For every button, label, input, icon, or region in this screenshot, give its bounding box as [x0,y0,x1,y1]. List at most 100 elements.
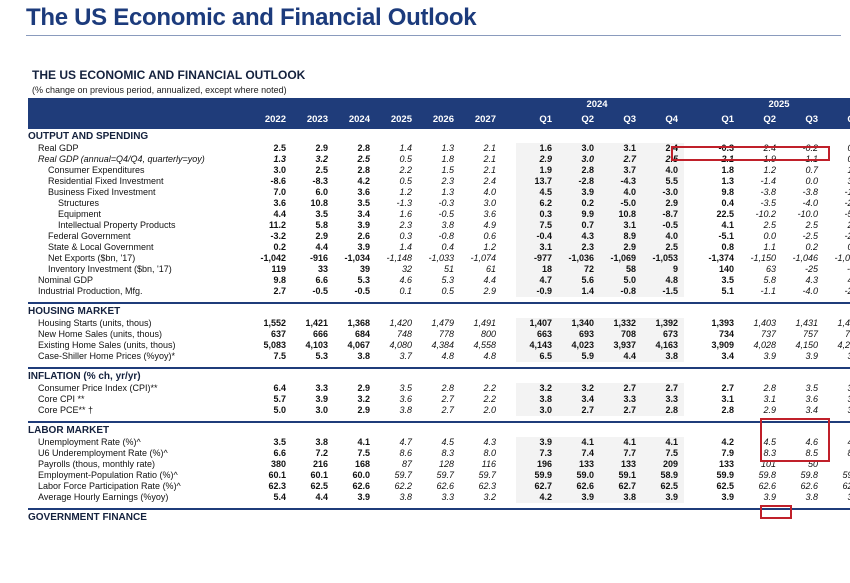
q2024-value: 1.6 [516,143,558,154]
annual-value: 2.3 [399,220,412,230]
q2024-value: 2.7 [558,405,600,416]
q2025-value: 1.2 [763,165,777,175]
annual-value: 62.6 [352,481,370,491]
q2024-value: -2.8 [558,176,600,187]
column-header: Q1 [698,111,741,128]
q2024-value: 62.6 [558,481,600,492]
gap-cell [502,275,516,286]
annual-value: 2.7 [273,286,286,296]
q2024-value: 4.1 [642,437,685,448]
annual-value: 9.8 [273,275,286,285]
q2025-value: 7.9 [721,448,735,458]
q2025-value: 763 [845,329,850,339]
header-spacer [28,111,250,128]
annual-value: 2.7 [441,394,454,404]
q2024-value: 62.7 [516,481,558,492]
annual-value: 60.0 [352,470,370,480]
annual-value: 684 [354,329,370,339]
annual-value: 2.5 [315,165,328,175]
annual-value: 3.6 [357,187,370,197]
annual-value: 7.0 [273,187,286,197]
table-row: Structures 3.6 10.8 3.5 -1.3 -0.3 3.0 6.2 0.2 -5.… [28,198,850,209]
q2024-value: 4,163 [642,340,685,351]
q2025-value: 59.8 [800,470,819,480]
annual-value: 5.4 [273,492,286,502]
q2024-value: 4,143 [516,340,558,351]
gap-cell [502,264,516,275]
q2024-value: -1,069 [600,253,642,264]
column-header: Q2 [558,111,600,128]
annual-value: 1,491 [473,318,496,328]
annual-value: 4,384 [431,340,454,350]
gap-cell [502,209,516,220]
annual-value: 0.2 [273,242,286,252]
q2025-value: 22.5 [716,209,735,219]
header-group-2025: 2025 [698,98,850,111]
annual-value: 2.6 [357,231,370,241]
q2025-value: 62.6 [842,481,850,491]
q2025-value: -2.5 [844,231,850,241]
annual-value: -3.2 [270,231,286,241]
q2024-value: -977 [516,253,558,264]
gap-cell [684,383,699,394]
q2024-value: 8.9 [600,231,642,242]
table-row: State & Local Government 0.2 4.4 3.9 1.4 0.4 1… [28,242,850,253]
row-label: Industrial Production, Mfg. [38,286,143,296]
section-title: GOVERNMENT FINANCE [28,508,850,524]
annual-value: 3.6 [483,209,496,219]
header-spacer [684,111,699,128]
gap-cell [684,481,699,492]
q2025-value: 2.5 [824,220,850,231]
header-spacer [250,98,292,111]
annual-value: 62.3 [268,481,286,491]
section-title: HOUSING MARKET [28,302,850,318]
header-spacer [376,98,418,111]
q2025-value: -1.3 [844,187,850,197]
annual-value: 59.7 [478,470,496,480]
header-spacer [684,98,699,111]
q2024-value: 3,937 [600,340,642,351]
column-header: Q2 [740,111,783,128]
annual-value: 62.3 [478,481,496,491]
annual-value: 2.9 [357,405,370,415]
q2024-value: 2.9 [600,242,642,253]
annual-value: 7.5 [357,448,370,458]
q2025-value: 737 [760,329,777,339]
row-label: Unemployment Rate (%)^ [38,437,141,447]
column-header: Q4 [824,111,850,128]
q2025-value: 734 [718,329,735,339]
header-group-2024: 2024 [516,98,685,111]
q2024-value: 2.7 [642,383,685,394]
q2025-value: 2.5 [763,220,777,230]
annual-value: 2.8 [357,143,370,153]
q2025-value: -2.0 [844,286,850,296]
page-title: The US Economic and Financial Outlook [26,4,477,31]
q2025-value: 1.0 [824,165,850,176]
q2024-value: 2.9 [516,154,558,165]
annual-value: 3.8 [399,492,412,502]
q2024-value: 18 [516,264,558,275]
section-header: OUTPUT AND SPENDING [28,127,850,143]
row-label: Employment-Population Ratio (%)^ [38,470,178,480]
q2024-value: 6.5 [516,351,558,362]
q2025-value: 5.1 [721,286,735,296]
annual-value: 1.2 [399,187,412,197]
q2024-value: 4.0 [642,165,685,176]
q2025-value: 1.1 [763,242,777,252]
q2025-value: 62.6 [800,481,819,491]
q2024-value: 3.9 [516,437,558,448]
annual-value: 5.7 [273,394,286,404]
q2024-value: -1.5 [642,286,685,297]
annual-value: 4.4 [315,242,328,252]
q2025-value: -3.8 [760,187,777,197]
q2025-value: 3.9 [721,492,735,502]
q2024-value: 3.8 [516,394,558,405]
q2025-value: -2.5 [802,231,819,241]
annual-value: 4.9 [483,220,496,230]
annual-value: 3.0 [273,165,286,175]
table-row: U6 Underemployment Rate (%)^ 6.6 7.2 7.5 8.6… [28,448,850,459]
q2024-value: 5.5 [642,176,685,187]
q2025-value: -10.2 [755,209,777,219]
annual-value: 39 [359,264,370,274]
annual-value: 1.4 [399,242,412,252]
